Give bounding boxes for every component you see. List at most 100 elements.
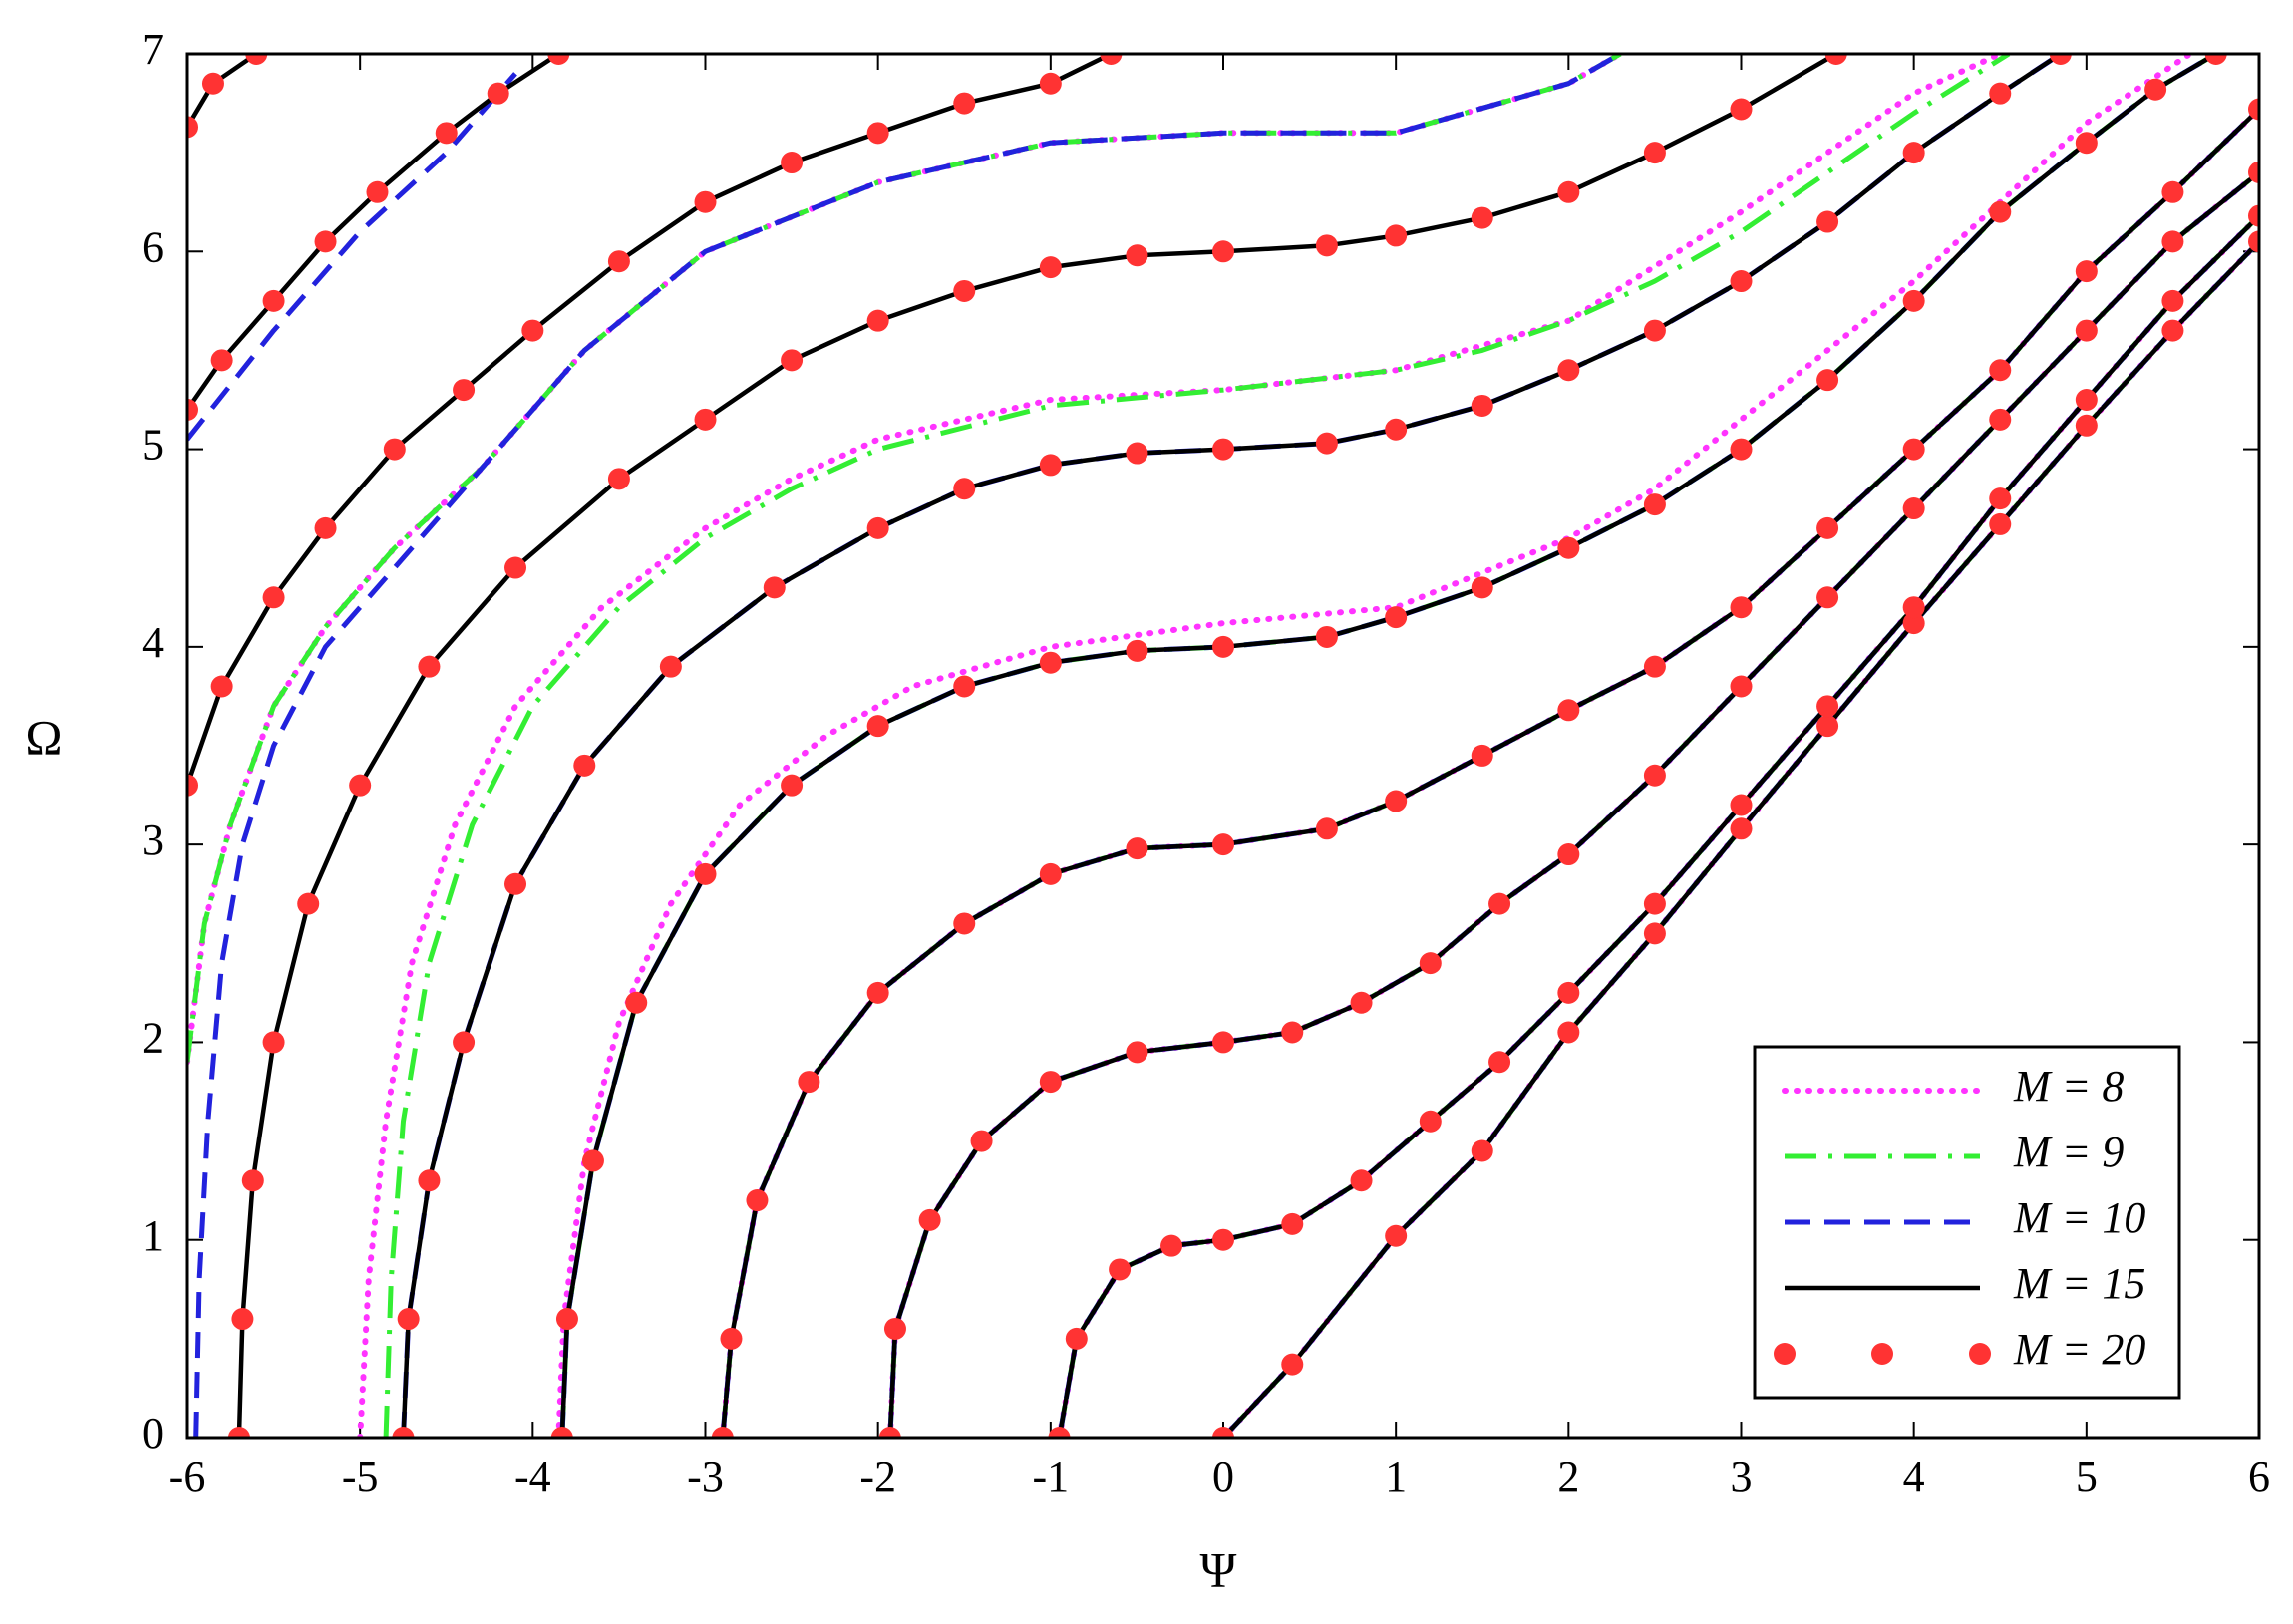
- x-tick-label: 5: [2076, 1453, 2098, 1501]
- data-point: [1643, 892, 1666, 915]
- x-tick-label: -6: [169, 1453, 206, 1501]
- data-point: [1643, 142, 1666, 164]
- data-point: [2075, 389, 2098, 411]
- data-point: [953, 478, 976, 500]
- data-point: [210, 349, 233, 372]
- data-point: [781, 774, 804, 797]
- data-point: [1643, 922, 1666, 945]
- data-point: [1902, 497, 1925, 520]
- data-point: [1100, 54, 1123, 65]
- data-point: [1281, 1021, 1304, 1044]
- data-point: [866, 715, 889, 738]
- data-point: [1109, 1258, 1132, 1281]
- data-point: [1824, 54, 1847, 65]
- legend-label: M = 15: [2013, 1259, 2145, 1308]
- legend-swatch: [1969, 1343, 1991, 1365]
- data-point: [547, 54, 570, 65]
- data-point: [1160, 1234, 1183, 1257]
- data-point: [231, 1308, 254, 1331]
- data-point: [2075, 319, 2098, 342]
- data-point: [1730, 98, 1753, 121]
- data-point: [573, 754, 596, 777]
- data-point: [1212, 438, 1234, 461]
- data-point: [397, 1308, 420, 1331]
- data-point: [1039, 256, 1062, 279]
- data-point: [2075, 414, 2098, 437]
- x-tick-label: 0: [1212, 1453, 1234, 1501]
- data-point: [781, 152, 804, 174]
- data-point: [1471, 1139, 1493, 1162]
- data-point: [1315, 625, 1338, 648]
- data-point: [1419, 952, 1442, 975]
- data-point: [866, 309, 889, 332]
- data-point: [1212, 1031, 1234, 1054]
- y-axis-label: Ω: [25, 709, 62, 765]
- data-point: [435, 122, 458, 145]
- data-point: [1315, 234, 1338, 257]
- data-point: [1643, 493, 1666, 516]
- legend-label: M = 10: [2013, 1193, 2145, 1242]
- data-point: [1557, 180, 1580, 203]
- data-point: [262, 289, 285, 312]
- data-point: [2204, 54, 2227, 65]
- data-point: [1039, 72, 1062, 95]
- y-tick-label: 5: [142, 421, 164, 470]
- data-point: [1212, 833, 1234, 856]
- data-point: [2075, 132, 2098, 155]
- data-point: [314, 516, 337, 539]
- data-point: [1212, 1427, 1234, 1438]
- data-point: [1989, 408, 2012, 431]
- x-axis-label: Ψ: [1200, 1541, 1237, 1597]
- data-point: [1212, 635, 1234, 658]
- data-point: [1471, 206, 1493, 229]
- data-point: [1902, 289, 1925, 312]
- data-point: [1557, 843, 1580, 866]
- plot-area: [187, 54, 2259, 1438]
- data-point: [918, 1208, 941, 1231]
- data-point: [504, 872, 527, 895]
- x-tick-label: -4: [514, 1453, 551, 1501]
- data-point: [1816, 715, 1839, 738]
- data-point: [245, 54, 268, 65]
- data-point: [383, 438, 406, 461]
- legend-swatch: [1871, 1343, 1893, 1365]
- data-point: [1385, 224, 1408, 247]
- data-point: [2161, 230, 2184, 253]
- data-point: [504, 556, 527, 579]
- data-point: [550, 1427, 573, 1438]
- y-tick-label: 4: [142, 618, 164, 667]
- data-point: [1989, 487, 2012, 510]
- data-point: [1281, 1353, 1304, 1376]
- data-point: [1212, 240, 1234, 263]
- data-point: [798, 1071, 820, 1094]
- data-point: [1816, 586, 1839, 609]
- data-point: [1643, 764, 1666, 787]
- data-point: [763, 576, 786, 599]
- data-point: [1557, 699, 1580, 722]
- data-point: [1816, 695, 1839, 718]
- data-point: [210, 675, 233, 698]
- x-tick-label: 2: [1557, 1453, 1579, 1501]
- legend-label: M = 8: [2013, 1062, 2124, 1111]
- data-point: [418, 1169, 441, 1192]
- data-point: [1730, 794, 1753, 816]
- data-point: [297, 892, 320, 915]
- data-point: [1315, 432, 1338, 455]
- data-point: [1816, 210, 1839, 233]
- data-point: [227, 1427, 250, 1438]
- data-point: [953, 92, 976, 115]
- data-point: [1989, 82, 2012, 105]
- plot-frame: [185, 52, 2261, 1440]
- data-point: [1385, 790, 1408, 812]
- data-point: [659, 655, 682, 678]
- data-point: [262, 586, 285, 609]
- data-point: [866, 981, 889, 1004]
- data-point: [1989, 512, 2012, 535]
- x-tick-label: 4: [1903, 1453, 1925, 1501]
- data-point: [2248, 161, 2259, 183]
- data-point: [711, 1427, 734, 1438]
- data-point: [694, 408, 717, 431]
- data-point: [1419, 1110, 1442, 1133]
- legend-swatch: [1774, 1343, 1796, 1365]
